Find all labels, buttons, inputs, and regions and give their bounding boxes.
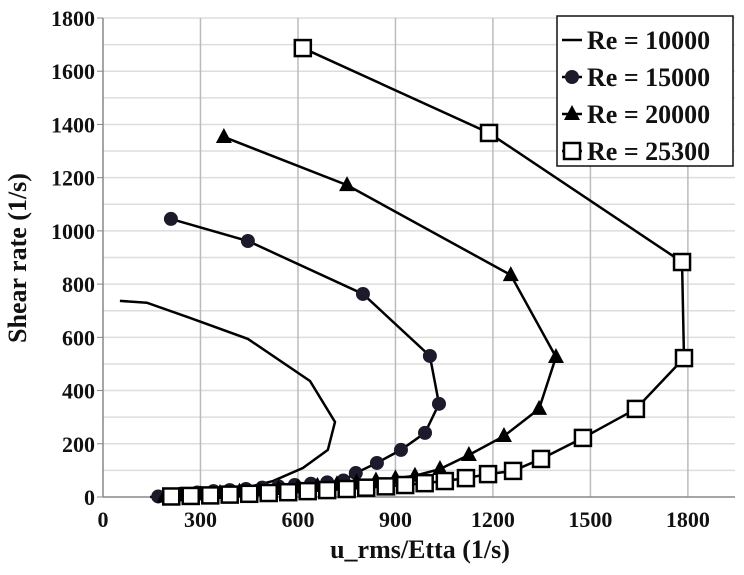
data-point-square [626, 399, 646, 419]
data-point-square [293, 38, 313, 58]
data-point-square [161, 487, 181, 506]
y-tick-label: 800 [62, 272, 95, 297]
y-axis-label: Shear rate (1/s) [3, 173, 32, 343]
y-tick-label: 1400 [51, 112, 95, 137]
data-point-circle [393, 442, 408, 457]
series-2 [156, 127, 564, 503]
legend-item: Re = 25300 [562, 137, 710, 166]
data-point-triangle [547, 348, 564, 364]
data-point-triangle [215, 127, 232, 143]
data-point-triangle [564, 105, 580, 120]
y-tick-label: 200 [62, 432, 95, 457]
data-point-square [239, 484, 259, 504]
series-3 [161, 38, 694, 506]
data-point-triangle [495, 427, 512, 443]
y-tick-label: 400 [62, 379, 95, 404]
data-point-square [181, 486, 200, 506]
data-point-square [573, 428, 593, 448]
y-tick-label: 1200 [51, 166, 95, 191]
data-point-square [376, 477, 395, 496]
legend: Re = 10000 Re = 15000 Re = 20000 Re = 25300 [556, 15, 734, 167]
data-point-circle [422, 348, 437, 363]
data-point-circle [355, 286, 370, 301]
data-point-square [220, 485, 239, 504]
data-point-square [337, 479, 356, 499]
data-point-triangle [531, 399, 548, 415]
y-tick-label: 600 [62, 325, 95, 350]
x-tick-label: 300 [184, 507, 217, 532]
data-point-square [298, 481, 317, 501]
data-point-square [415, 473, 434, 493]
data-point-square [672, 252, 692, 272]
data-point-square [503, 461, 523, 481]
series-0 [119, 299, 337, 499]
data-point-circle [418, 425, 433, 440]
legend-box [556, 15, 734, 167]
series-layer [119, 38, 694, 506]
data-point-circle [348, 466, 363, 481]
data-point-square [478, 464, 498, 484]
data-point-square [317, 480, 337, 500]
data-point-triangle [431, 460, 448, 476]
data-point-triangle [339, 176, 356, 192]
data-point-square [674, 348, 694, 368]
data-point-square [531, 449, 551, 469]
data-point-circle [431, 396, 446, 411]
legend-label: Re = 25300 [587, 137, 710, 166]
y-tick-label: 1800 [51, 6, 95, 31]
data-point-triangle [502, 266, 519, 282]
x-tick-label: 0 [98, 507, 109, 532]
data-point-circle [565, 70, 579, 84]
y-tick-label: 0 [84, 485, 95, 510]
data-point-square [259, 483, 278, 503]
y-tick-label: 1600 [51, 59, 95, 84]
data-point-square [200, 486, 220, 505]
legend-item: Re = 20000 [562, 100, 710, 129]
x-tick-label: 1800 [666, 507, 710, 532]
data-point-square [456, 468, 476, 488]
legend-item: Re = 10000 [562, 26, 710, 55]
legend-label: Re = 20000 [587, 100, 710, 129]
data-point-square [479, 123, 499, 143]
data-point-square [278, 482, 298, 502]
y-tick-label: 1000 [51, 219, 95, 244]
series-line [119, 299, 337, 499]
x-tick-label: 1500 [568, 507, 612, 532]
x-axis-label: u_rms/Etta (1/s) [330, 535, 510, 564]
x-tick-label: 600 [281, 507, 314, 532]
x-tick-label: 900 [379, 507, 412, 532]
data-point-square [562, 141, 582, 161]
axes: 0 300 600 900 1200 1500 1800 0 200 400 600 800 1000 1… [51, 6, 735, 532]
legend-label: Re = 15000 [587, 63, 710, 92]
series-line [164, 135, 558, 498]
data-point-square [356, 478, 376, 497]
data-point-square [395, 475, 415, 495]
data-point-circle [240, 234, 255, 249]
legend-label: Re = 10000 [587, 26, 710, 55]
data-point-circle [369, 455, 384, 470]
data-point-circle [163, 211, 178, 226]
legend-item: Re = 15000 [562, 63, 710, 92]
x-tick-label: 1200 [471, 507, 515, 532]
data-point-square [435, 471, 455, 491]
data-point-triangle [460, 445, 477, 461]
